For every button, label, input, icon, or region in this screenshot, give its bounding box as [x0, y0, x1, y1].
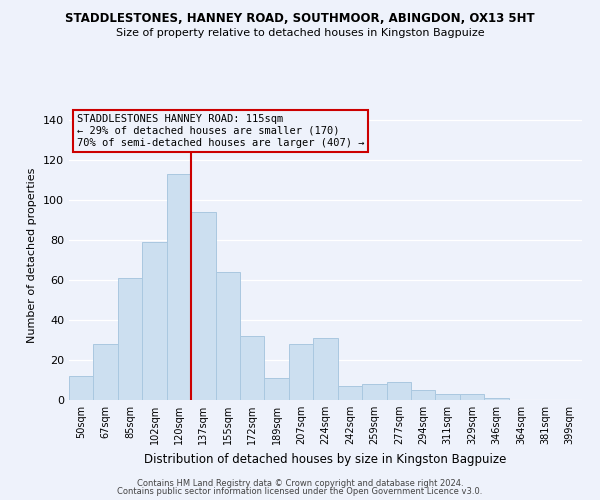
- Text: Contains HM Land Registry data © Crown copyright and database right 2024.: Contains HM Land Registry data © Crown c…: [137, 478, 463, 488]
- Bar: [436, 394, 460, 400]
- Y-axis label: Number of detached properties: Number of detached properties: [28, 168, 37, 342]
- Bar: [362, 384, 386, 400]
- Bar: [265, 378, 289, 400]
- Bar: [191, 212, 215, 400]
- X-axis label: Distribution of detached houses by size in Kingston Bagpuize: Distribution of detached houses by size …: [145, 452, 506, 466]
- Bar: [386, 382, 411, 400]
- Bar: [460, 394, 484, 400]
- Bar: [484, 398, 509, 400]
- Bar: [69, 376, 94, 400]
- Bar: [313, 338, 338, 400]
- Bar: [118, 278, 142, 400]
- Text: Contains public sector information licensed under the Open Government Licence v3: Contains public sector information licen…: [118, 487, 482, 496]
- Bar: [289, 344, 313, 400]
- Bar: [142, 242, 167, 400]
- Bar: [338, 386, 362, 400]
- Bar: [94, 344, 118, 400]
- Text: Size of property relative to detached houses in Kingston Bagpuize: Size of property relative to detached ho…: [116, 28, 484, 38]
- Bar: [411, 390, 436, 400]
- Bar: [240, 336, 265, 400]
- Bar: [167, 174, 191, 400]
- Text: STADDLESTONES HANNEY ROAD: 115sqm
← 29% of detached houses are smaller (170)
70%: STADDLESTONES HANNEY ROAD: 115sqm ← 29% …: [77, 114, 364, 148]
- Text: STADDLESTONES, HANNEY ROAD, SOUTHMOOR, ABINGDON, OX13 5HT: STADDLESTONES, HANNEY ROAD, SOUTHMOOR, A…: [65, 12, 535, 26]
- Bar: [215, 272, 240, 400]
